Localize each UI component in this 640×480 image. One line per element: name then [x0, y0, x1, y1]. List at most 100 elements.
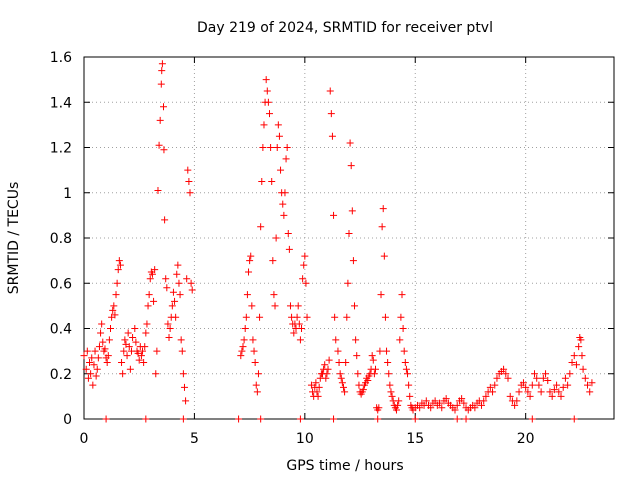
data-point [241, 325, 249, 332]
data-point [98, 320, 106, 328]
data-point [334, 347, 342, 355]
data-point [102, 415, 110, 423]
data-point [343, 313, 351, 321]
data-point [368, 352, 376, 360]
data-point [406, 392, 414, 400]
data-point [539, 374, 547, 382]
data-point [185, 177, 193, 185]
data-point [405, 381, 413, 389]
data-point [486, 383, 494, 391]
data-point [302, 279, 310, 287]
y-tick-label: 0.6 [50, 276, 72, 292]
data-point [313, 388, 321, 396]
data-point [379, 205, 387, 213]
y-tick-label: 1.6 [50, 50, 72, 66]
data-point [91, 347, 99, 355]
data-point [314, 392, 322, 400]
data-point [402, 365, 410, 373]
data-point [572, 361, 580, 369]
data-point [347, 162, 355, 170]
y-axis-label: SRMTID / TECUs [6, 182, 22, 295]
data-point [92, 372, 100, 380]
data-point [142, 415, 150, 423]
data-point [586, 388, 594, 396]
data-point [380, 252, 388, 260]
data-point [337, 374, 345, 382]
data-point [263, 87, 271, 95]
data-point [269, 257, 277, 265]
data-point [519, 379, 527, 387]
data-point [570, 352, 578, 360]
data-point [257, 223, 265, 231]
data-point [431, 397, 439, 405]
data-point [251, 358, 259, 366]
data-point [145, 291, 153, 299]
data-point [171, 297, 179, 305]
data-point [245, 268, 253, 276]
data-point [460, 399, 468, 407]
data-point [89, 381, 97, 389]
data-point [296, 336, 304, 344]
data-point [298, 325, 306, 332]
data-point [348, 207, 356, 215]
data-point [160, 103, 167, 111]
data-point [511, 401, 519, 409]
data-point [262, 76, 270, 84]
data-point [537, 388, 545, 396]
data-point [568, 358, 576, 366]
data-point [284, 229, 292, 237]
data-point [90, 361, 98, 369]
data-point [528, 381, 536, 389]
data-point [187, 279, 195, 287]
data-point [312, 379, 320, 387]
data-point [113, 279, 121, 287]
data-point [326, 87, 334, 95]
data-point [399, 325, 407, 332]
data-point [342, 358, 350, 366]
data-point [394, 401, 402, 409]
data-point [184, 166, 192, 174]
data-point [252, 381, 260, 389]
y-tick-label: 0.8 [50, 231, 72, 247]
data-point [143, 320, 151, 328]
data-point [301, 252, 309, 260]
data-point [153, 347, 161, 355]
data-point [561, 374, 569, 382]
data-points [80, 60, 596, 423]
data-point [438, 404, 446, 412]
axis-ticks [83, 56, 614, 420]
data-point [169, 288, 177, 296]
data-point [480, 397, 488, 405]
data-point [285, 245, 293, 253]
data-point [80, 352, 88, 360]
x-tick-label: 10 [296, 431, 314, 447]
data-point [303, 313, 311, 321]
data-point [339, 383, 347, 391]
data-point [256, 313, 264, 321]
data-point [240, 336, 248, 344]
data-point [315, 383, 323, 391]
data-point [332, 336, 340, 344]
data-point [179, 370, 187, 378]
data-point [86, 358, 94, 366]
data-point [247, 252, 255, 260]
data-point [524, 388, 532, 396]
data-point [353, 352, 361, 360]
data-point [114, 266, 122, 274]
data-point [174, 261, 182, 269]
data-point [346, 139, 354, 147]
data-point [392, 406, 400, 414]
data-point [146, 275, 154, 283]
data-point [280, 211, 288, 219]
data-point [156, 116, 164, 124]
data-point [328, 132, 336, 140]
data-point [257, 415, 265, 423]
data-point [575, 343, 583, 351]
y-tick-label: 0.2 [50, 367, 72, 383]
data-point [513, 397, 521, 405]
data-point [139, 347, 147, 355]
x-tick-label: 20 [517, 431, 535, 447]
data-point [157, 80, 165, 88]
data-point [299, 275, 307, 283]
data-point [179, 415, 187, 423]
